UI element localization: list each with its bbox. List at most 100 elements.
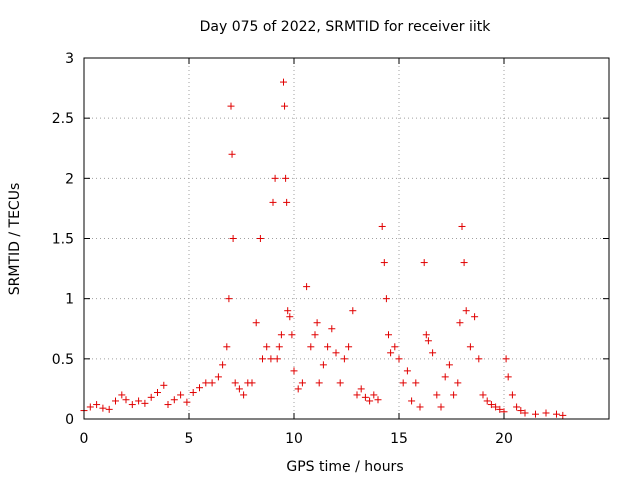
y-axis-label: SRMTID / TECUs <box>7 183 23 296</box>
y-tick-label: 2 <box>65 171 74 187</box>
data-point <box>454 379 462 387</box>
data-point <box>290 367 298 375</box>
data-point <box>445 361 453 369</box>
x-tick-label: 5 <box>185 431 194 447</box>
data-point <box>229 235 237 242</box>
data-point <box>462 307 470 315</box>
data-point <box>380 259 388 267</box>
data-point <box>240 391 248 399</box>
data-point <box>303 283 311 291</box>
data-point <box>93 401 101 409</box>
data-point <box>441 373 449 381</box>
data-point <box>420 259 428 267</box>
plot-frame <box>83 57 610 420</box>
data-point <box>284 307 292 315</box>
data-point <box>271 174 279 182</box>
data-point <box>429 349 437 357</box>
x-tick-label: 0 <box>80 431 89 447</box>
data-point <box>294 385 302 393</box>
data-point <box>280 78 287 86</box>
data-point <box>437 403 445 411</box>
chart-title: Day 075 of 2022, SRMTID for receiver iit… <box>200 19 492 35</box>
y-tick-label: 1 <box>65 292 74 308</box>
data-point <box>235 385 243 393</box>
grid <box>84 58 609 419</box>
data-point <box>357 385 365 393</box>
data-point <box>227 102 235 110</box>
data-point <box>122 396 130 404</box>
data-point <box>450 391 458 399</box>
data-point <box>183 398 191 406</box>
data-point <box>283 198 291 206</box>
data-point <box>298 379 306 387</box>
data-point <box>460 259 468 267</box>
data-point <box>273 355 281 363</box>
data-point <box>135 397 143 405</box>
data-point <box>345 343 353 351</box>
data-point <box>391 343 399 351</box>
data-point <box>118 391 126 399</box>
data-point <box>385 331 392 339</box>
data-point <box>424 337 432 345</box>
data-point <box>128 401 136 409</box>
axis-ticks <box>83 57 609 420</box>
data-point <box>177 391 185 399</box>
data-point <box>154 389 161 397</box>
data-point <box>496 405 504 413</box>
data-point <box>502 355 510 363</box>
data-point <box>366 397 374 405</box>
data-point <box>202 379 210 387</box>
data-point <box>269 198 277 206</box>
data-point <box>517 407 525 415</box>
data-point <box>336 379 344 387</box>
data-point <box>532 410 539 418</box>
data-point <box>487 401 495 409</box>
data-point <box>86 403 94 411</box>
data-point <box>263 343 271 351</box>
data-point <box>456 319 464 327</box>
data-point <box>267 355 275 363</box>
y-tick-label: 1.5 <box>52 232 74 248</box>
data-point <box>214 373 222 381</box>
data-point <box>353 391 361 399</box>
data-point <box>208 379 216 387</box>
x-tick-label: 15 <box>390 431 408 447</box>
y-tick-labels: 0 0.5 1 1.5 2 2.5 3 <box>52 51 74 428</box>
data-point <box>160 381 168 389</box>
data-point <box>433 391 441 399</box>
y-tick-label: 2.5 <box>52 111 74 127</box>
data-point <box>277 331 285 339</box>
data-point <box>416 403 424 411</box>
data-point <box>521 409 529 417</box>
data-point <box>315 379 323 387</box>
data-point <box>508 391 516 399</box>
data-point <box>332 349 340 357</box>
data-point <box>378 222 386 230</box>
data-point <box>422 331 430 339</box>
data-point <box>286 313 294 321</box>
data-points <box>80 78 567 419</box>
x-tick-labels: 0 5 10 15 20 <box>80 431 513 447</box>
data-point <box>458 222 466 230</box>
data-point <box>504 373 512 381</box>
data-point <box>275 343 283 351</box>
data-point <box>259 355 266 363</box>
data-point <box>112 397 119 405</box>
data-point <box>471 313 479 321</box>
data-point <box>189 389 197 397</box>
data-point <box>147 393 155 401</box>
data-point <box>281 102 289 110</box>
data-point <box>483 397 491 405</box>
data-point <box>225 295 233 303</box>
data-point <box>408 397 416 405</box>
data-point <box>252 319 260 327</box>
data-point <box>311 331 319 339</box>
data-point <box>170 396 178 404</box>
data-point <box>542 409 550 417</box>
data-point <box>382 295 390 303</box>
data-point <box>553 410 560 418</box>
data-point <box>164 401 172 409</box>
data-point <box>559 411 567 419</box>
data-point <box>387 349 395 357</box>
x-tick-label: 10 <box>285 431 303 447</box>
